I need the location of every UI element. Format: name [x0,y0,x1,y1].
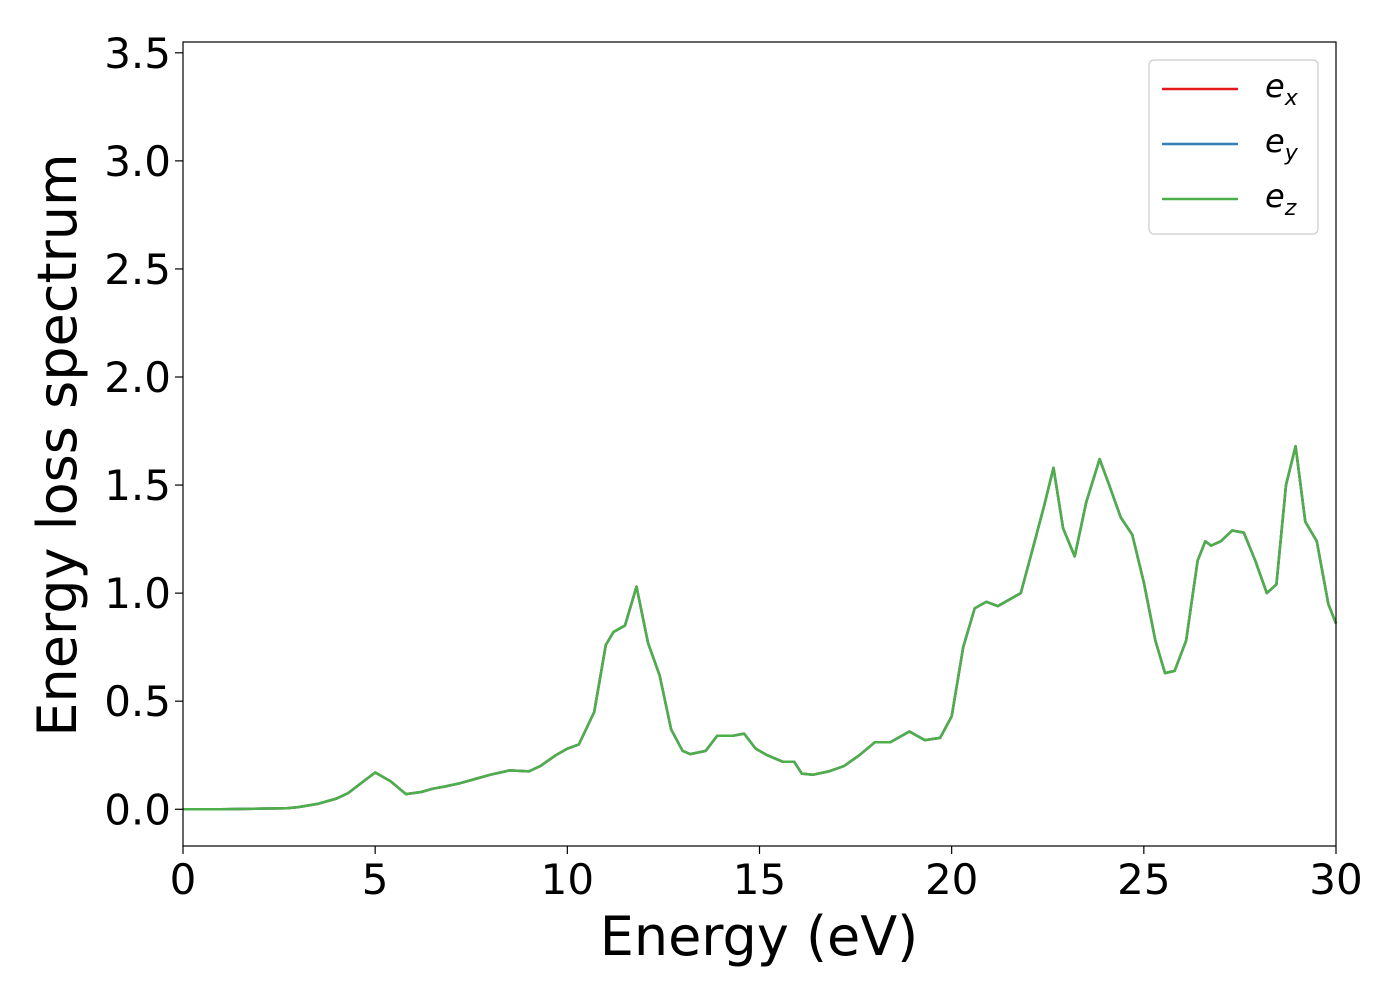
y-axis-label: Energy loss spectrum [26,153,89,736]
y-tick-label: 3.5 [104,29,171,78]
y-tick-label: 1.5 [104,461,171,510]
x-tick-label: 30 [1309,855,1362,904]
y-tick-label: 2.0 [104,353,171,402]
x-tick-label: 10 [541,855,594,904]
series-line-ez [183,444,1338,811]
x-tick-label: 25 [1117,855,1170,904]
y-axis-ticks: 0.0 0.5 1.0 1.5 2.0 2.5 3.0 3.5 [104,29,183,834]
legend-box [1148,59,1319,235]
y-tick-label: 1.0 [104,569,171,618]
x-tick-label: 0 [170,855,197,904]
x-tick-label: 5 [362,855,389,904]
x-tick-label: 20 [925,855,978,904]
x-axis-label: Energy (eV) [600,905,919,968]
series-line-ex [183,444,1338,811]
series-line-ey [183,444,1338,811]
x-axis-ticks: 0 5 10 15 20 25 30 [170,846,1363,904]
x-tick-label: 15 [733,855,786,904]
y-tick-label: 0.5 [104,677,171,726]
y-tick-label: 3.0 [104,137,171,186]
y-tick-label: 2.5 [104,245,171,294]
y-tick-label: 0.0 [104,785,171,834]
